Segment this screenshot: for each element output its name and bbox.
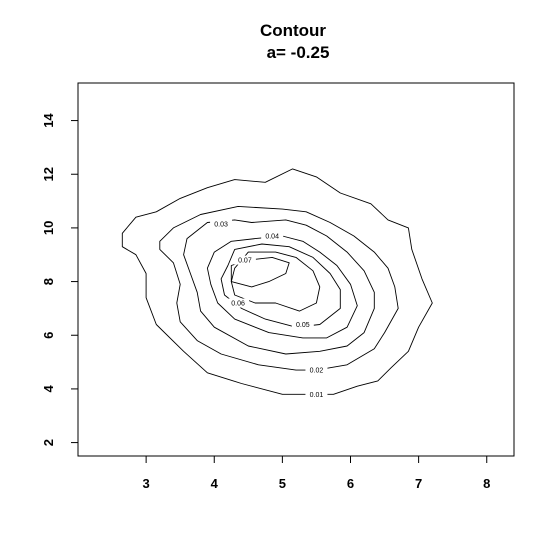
y-tick-label-10: 10 — [41, 221, 56, 235]
x-tick-label-4: 4 — [211, 476, 219, 491]
y-tick-label-14: 14 — [41, 113, 56, 128]
contour-label-bg-0.06 — [227, 298, 250, 308]
contour-label-bg-0.05 — [291, 320, 314, 330]
x-tick-label-6: 6 — [347, 476, 354, 491]
x-axis: 3 4 5 6 7 8 — [143, 456, 490, 491]
contour-label-bg-0.01 — [305, 389, 328, 399]
contour-lines: 0.01 0.02 0.03 0.04 0.05 0.06 0.07 — [121, 168, 433, 399]
contour-label-0.01: 0.01 — [310, 392, 324, 399]
x-tick-label-7: 7 — [415, 476, 422, 491]
x-tick-label-8: 8 — [483, 476, 490, 491]
contour-label-0.02: 0.02 — [310, 368, 324, 375]
contour-label-bg-0.04 — [261, 231, 284, 241]
contour-0.03 — [183, 219, 375, 355]
contour-0.02 — [159, 205, 399, 371]
x-tick-label-5: 5 — [279, 476, 286, 491]
chart-title: Contour — [260, 21, 326, 40]
y-tick-label-2: 2 — [41, 439, 56, 446]
contour-0.01 — [121, 168, 433, 395]
contour-label-bg-0.03 — [210, 219, 233, 229]
y-tick-label-4: 4 — [41, 385, 56, 393]
plot-frame — [77, 82, 515, 457]
y-tick-label-6: 6 — [41, 332, 56, 339]
contour-label-0.05: 0.05 — [296, 322, 310, 329]
contour-label-0.03: 0.03 — [214, 221, 228, 228]
contour-label-0.04: 0.04 — [265, 233, 279, 240]
y-tick-label-8: 8 — [41, 278, 56, 285]
contour-label-bg-0.07 — [233, 255, 256, 265]
contour-0.06 — [230, 251, 321, 312]
chart-subtitle: a= -0.25 — [267, 43, 330, 62]
contour-label-0.07: 0.07 — [238, 258, 252, 265]
contour-0.04 — [206, 235, 358, 339]
contour-label-bg-0.02 — [305, 365, 328, 375]
y-tick-label-12: 12 — [41, 167, 56, 181]
x-tick-label-3: 3 — [143, 476, 150, 491]
contour-label-0.06: 0.06 — [231, 301, 245, 308]
y-axis: 2 4 6 8 10 12 14 — [41, 113, 78, 446]
